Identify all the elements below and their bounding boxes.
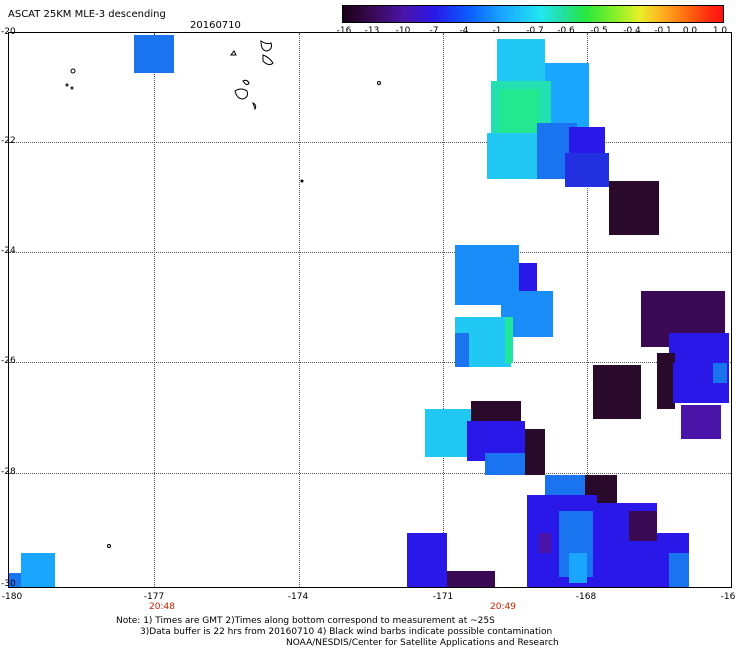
island-outline [70, 68, 76, 74]
colorbar-tick: -0.1 [654, 26, 672, 36]
grid-line-lon [299, 33, 300, 587]
lon-label: -177 [143, 592, 165, 602]
colorbar-tick: -4 [459, 26, 469, 36]
grid-line-lat [9, 142, 731, 143]
lat-label: -26 [1, 356, 16, 366]
grid-line-lon [443, 33, 444, 587]
colorbar-tick: -0.6 [557, 26, 575, 36]
lon-label: -174 [287, 592, 309, 602]
map-title: ASCAT 25KM MLE-3 descending [8, 9, 166, 20]
lat-label: -22 [1, 136, 16, 146]
wind-data-layer [9, 35, 729, 587]
lon-label: -180 [1, 592, 23, 602]
colorbar-tick: -0.5 [590, 26, 608, 36]
lat-label: -20 [1, 27, 16, 37]
island-outline [70, 86, 74, 90]
swath-south [407, 475, 689, 587]
grid-line-lon [587, 33, 588, 587]
colorbar-tick: -16 [336, 26, 352, 36]
island-outline [252, 102, 257, 111]
note-line-3: NOAA/NESDIS/Center for Satellite Applica… [286, 638, 559, 648]
island-outline [230, 50, 237, 56]
island-outline [260, 40, 272, 52]
lat-label: -28 [1, 467, 16, 477]
note-line-2: 3)Data buffer is 22 hrs from 20160710 4)… [140, 627, 553, 637]
data-cell [134, 35, 174, 73]
lat-label: -30 [1, 579, 16, 589]
colorbar-tick: -0.4 [623, 26, 641, 36]
swath-south-central [425, 401, 545, 475]
time-label: 20:49 [490, 602, 516, 612]
colorbar-tick: -13 [364, 26, 380, 36]
map-date: 20160710 [190, 20, 241, 31]
colorbar [342, 5, 724, 23]
island-outline [300, 179, 304, 183]
islands-layer [65, 40, 381, 548]
grid-line-lat [9, 473, 731, 474]
data-cell [21, 553, 55, 587]
island-outline [242, 79, 250, 86]
grid-line-lat [9, 362, 731, 363]
colorbar-tick: -7 [429, 26, 439, 36]
grid-line-lon [154, 33, 155, 587]
lon-label: -171 [432, 592, 454, 602]
colorbar-tick: 0.0 [682, 26, 698, 36]
colorbar-tick: -0.7 [526, 26, 544, 36]
island-outline [262, 54, 274, 66]
swath-north [487, 39, 659, 235]
island-outline [65, 83, 69, 87]
lat-label: -24 [1, 246, 16, 256]
colorbar-tick: -10 [395, 26, 411, 36]
swath-central [455, 245, 553, 367]
map-plot-area [8, 32, 732, 588]
grid-line-lat [9, 252, 731, 253]
data-cell [9, 573, 21, 587]
colorbar-tick: 1.0 [712, 26, 728, 36]
island-outline [234, 88, 248, 100]
lon-label: -16 [720, 592, 736, 602]
swath-east [593, 291, 729, 439]
time-label: 20:48 [149, 602, 175, 612]
island-outline [107, 544, 111, 548]
island-outline [377, 81, 381, 85]
lon-label: -168 [575, 592, 597, 602]
note-line-1: Note: 1) Times are GMT 2)Times along bot… [116, 616, 495, 626]
colorbar-tick: -1 [492, 26, 502, 36]
